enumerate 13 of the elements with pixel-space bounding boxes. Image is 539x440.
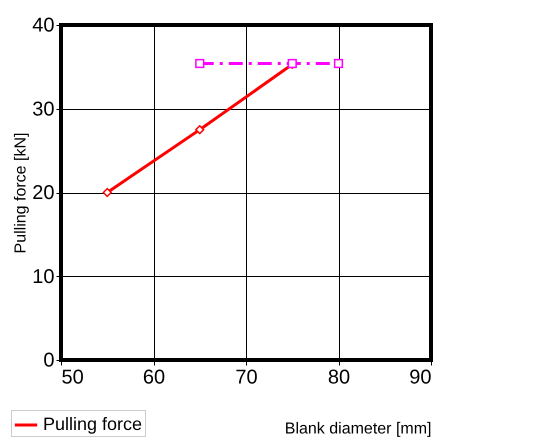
y-tick-label: 10 [32, 266, 54, 288]
x-tick-label: 60 [142, 366, 166, 388]
y-tick-label: 40 [32, 14, 54, 36]
y-tick-label: 30 [32, 98, 54, 120]
y-axis-title: Pulling force [kN] [12, 132, 30, 254]
x-tick-label: 50 [62, 366, 84, 388]
x-tick-label: 90 [409, 366, 432, 388]
y-tick-label: 0 [43, 350, 54, 372]
x-tick-label: 80 [328, 366, 350, 388]
y-tick-label: 20 [32, 182, 54, 204]
legend-label: Pulling force [43, 414, 142, 434]
x-axis-title: Blank diameter [mm] [284, 420, 432, 438]
x-tick-label: 70 [235, 366, 258, 388]
